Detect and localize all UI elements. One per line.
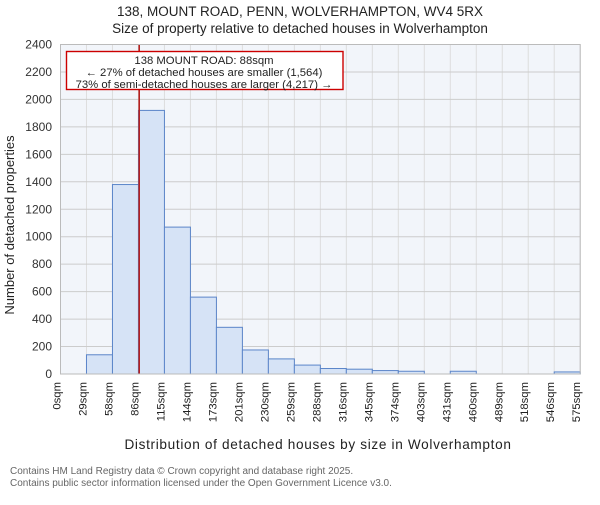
svg-text:Number of detached properties: Number of detached properties [2,135,17,315]
svg-text:400: 400 [32,312,52,326]
svg-text:2000: 2000 [25,92,52,106]
svg-text:1400: 1400 [25,175,52,189]
svg-text:0sqm: 0sqm [52,382,64,410]
svg-text:1200: 1200 [25,202,52,216]
svg-text:138, MOUNT ROAD, PENN, WOLVERH: 138, MOUNT ROAD, PENN, WOLVERHAMPTON, WV… [117,4,483,19]
svg-text:173sqm: 173sqm [207,382,219,422]
svg-text:518sqm: 518sqm [519,382,531,422]
svg-text:86sqm: 86sqm [129,382,141,416]
svg-text:2400: 2400 [25,38,52,52]
svg-text:← 27% of detached houses are s: ← 27% of detached houses are smaller (1,… [86,67,323,79]
svg-text:200: 200 [32,340,52,354]
svg-text:115sqm: 115sqm [155,382,167,421]
svg-text:Contains public sector informa: Contains public sector information licen… [10,478,392,489]
svg-text:Distribution of detached house: Distribution of detached houses by size … [124,437,511,452]
svg-text:138 MOUNT ROAD: 88sqm: 138 MOUNT ROAD: 88sqm [134,55,273,67]
svg-text:230sqm: 230sqm [259,382,271,422]
svg-text:144sqm: 144sqm [181,382,193,422]
svg-text:316sqm: 316sqm [337,382,349,422]
svg-text:345sqm: 345sqm [363,382,375,422]
svg-text:546sqm: 546sqm [545,382,557,422]
svg-text:259sqm: 259sqm [285,382,297,422]
svg-text:1800: 1800 [25,120,52,134]
svg-text:73% of semi-detached houses ar: 73% of semi-detached houses are larger (… [76,79,333,91]
svg-text:1600: 1600 [25,147,52,161]
svg-text:0: 0 [45,367,52,381]
svg-text:403sqm: 403sqm [415,382,427,422]
svg-text:2200: 2200 [25,65,52,79]
svg-text:288sqm: 288sqm [311,382,323,422]
svg-text:600: 600 [32,285,52,299]
svg-text:575sqm: 575sqm [571,382,583,422]
svg-text:460sqm: 460sqm [467,382,479,422]
svg-text:800: 800 [32,257,52,271]
svg-text:Contains HM Land Registry data: Contains HM Land Registry data © Crown c… [10,466,353,477]
svg-text:Size of property relative to d: Size of property relative to detached ho… [112,21,488,36]
svg-text:489sqm: 489sqm [493,382,505,422]
svg-text:374sqm: 374sqm [389,382,401,422]
svg-text:201sqm: 201sqm [233,382,245,422]
svg-text:1000: 1000 [25,230,52,244]
svg-text:29sqm: 29sqm [77,382,89,416]
svg-text:58sqm: 58sqm [103,382,115,416]
svg-text:431sqm: 431sqm [441,382,453,422]
